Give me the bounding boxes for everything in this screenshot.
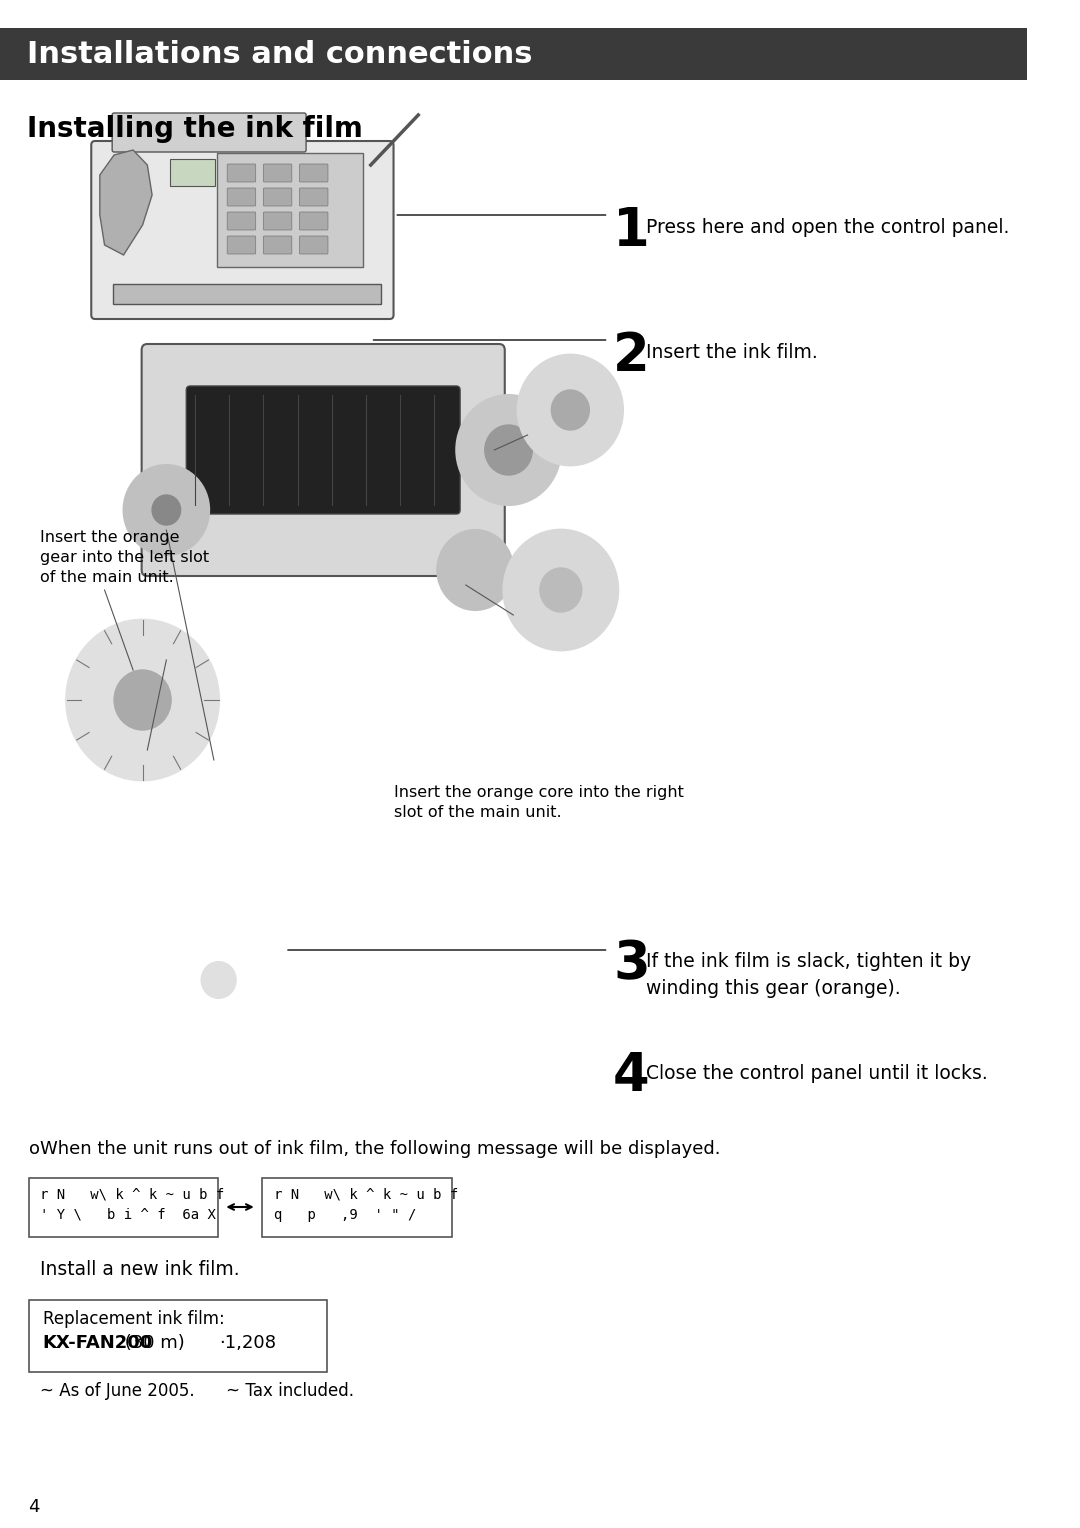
Circle shape	[518, 354, 623, 465]
FancyBboxPatch shape	[299, 212, 328, 231]
Circle shape	[485, 425, 532, 475]
Text: Installing the ink film: Installing the ink film	[27, 115, 363, 144]
Text: ·1,208: ·1,208	[218, 1334, 275, 1352]
Text: 4: 4	[613, 1050, 650, 1102]
FancyBboxPatch shape	[113, 284, 381, 304]
Text: Replacement ink film:: Replacement ink film:	[43, 1309, 225, 1328]
FancyBboxPatch shape	[227, 235, 256, 254]
Circle shape	[456, 396, 561, 504]
FancyBboxPatch shape	[217, 153, 363, 267]
FancyBboxPatch shape	[299, 235, 328, 254]
Text: Insert the orange core into the right
slot of the main unit.: Insert the orange core into the right sl…	[394, 785, 685, 821]
Text: Insert the orange
gear into the left slot
of the main unit.: Insert the orange gear into the left slo…	[40, 530, 210, 585]
Text: q   p   ,9  ' " /: q p ,9 ' " /	[273, 1209, 416, 1222]
Circle shape	[67, 620, 218, 779]
FancyBboxPatch shape	[227, 163, 256, 182]
Text: ~ As of June 2005.      ~ Tax included.: ~ As of June 2005. ~ Tax included.	[40, 1381, 354, 1400]
FancyBboxPatch shape	[187, 387, 460, 513]
FancyBboxPatch shape	[264, 188, 292, 206]
Circle shape	[123, 465, 210, 555]
FancyBboxPatch shape	[28, 1178, 218, 1238]
FancyBboxPatch shape	[299, 163, 328, 182]
Text: oWhen the unit runs out of ink film, the following message will be displayed.: oWhen the unit runs out of ink film, the…	[28, 1140, 720, 1158]
FancyBboxPatch shape	[264, 235, 292, 254]
FancyBboxPatch shape	[112, 113, 306, 151]
Text: Insert the ink film.: Insert the ink film.	[647, 342, 819, 362]
Text: r N   w\ k ^ k ~ u b f: r N w\ k ^ k ~ u b f	[40, 1187, 225, 1203]
Text: 2: 2	[613, 330, 650, 382]
Circle shape	[114, 669, 171, 730]
FancyBboxPatch shape	[264, 212, 292, 231]
Text: Install a new ink film.: Install a new ink film.	[40, 1261, 240, 1279]
FancyBboxPatch shape	[299, 188, 328, 206]
Text: r N   w\ k ^ k ~ u b f: r N w\ k ^ k ~ u b f	[273, 1187, 458, 1203]
Circle shape	[551, 390, 590, 429]
Text: KX-FAN200: KX-FAN200	[43, 1334, 153, 1352]
Text: (30 m): (30 m)	[119, 1334, 185, 1352]
FancyBboxPatch shape	[227, 188, 256, 206]
Text: ' Y \   b i ^ f  6a X: ' Y \ b i ^ f 6a X	[40, 1209, 216, 1222]
Text: 3: 3	[613, 938, 650, 990]
Circle shape	[540, 568, 582, 613]
FancyBboxPatch shape	[0, 28, 1027, 79]
Circle shape	[202, 963, 235, 998]
FancyBboxPatch shape	[28, 1300, 327, 1372]
Circle shape	[152, 495, 180, 526]
FancyBboxPatch shape	[171, 159, 215, 186]
Text: If the ink film is slack, tighten it by
winding this gear (orange).: If the ink film is slack, tighten it by …	[647, 952, 972, 998]
Text: 1: 1	[613, 205, 650, 257]
Text: Close the control panel until it locks.: Close the control panel until it locks.	[647, 1063, 988, 1083]
FancyBboxPatch shape	[227, 212, 256, 231]
Circle shape	[503, 530, 618, 649]
FancyBboxPatch shape	[141, 344, 504, 576]
FancyBboxPatch shape	[91, 141, 393, 319]
Polygon shape	[99, 150, 152, 255]
Text: Press here and open the control panel.: Press here and open the control panel.	[647, 219, 1010, 237]
Circle shape	[437, 530, 513, 610]
FancyBboxPatch shape	[262, 1178, 451, 1238]
FancyBboxPatch shape	[264, 163, 292, 182]
Text: Installations and connections: Installations and connections	[27, 40, 532, 69]
Text: 4: 4	[28, 1497, 40, 1516]
